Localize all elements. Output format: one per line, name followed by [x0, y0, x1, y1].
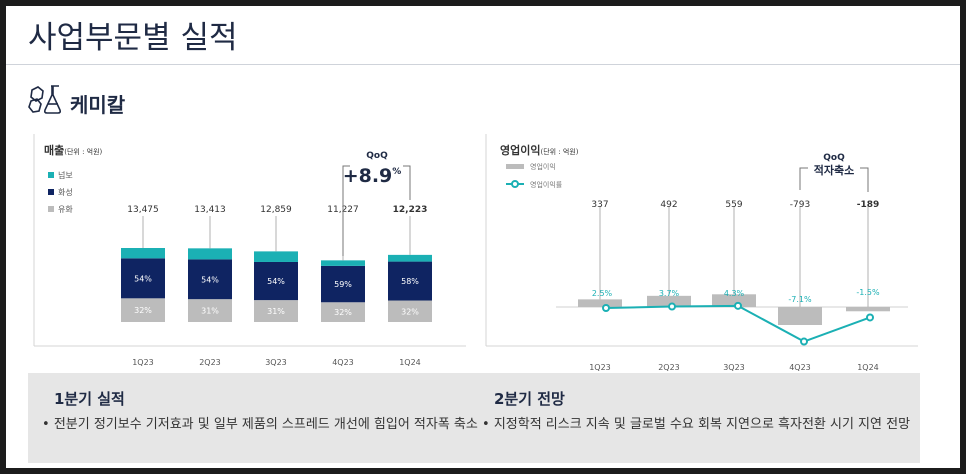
bar-segment — [254, 300, 298, 322]
bar-segment — [321, 265, 365, 303]
margin-point — [866, 313, 874, 322]
x-tick-label: 1Q24 — [399, 358, 421, 367]
summary-panel: 1분기 실적 • 전분기 정기보수 기저효과 및 일부 제품의 스프레드 개선에… — [28, 373, 920, 463]
callout-bracket-left — [799, 167, 808, 190]
bar-value-label: 337 — [591, 200, 608, 210]
bar-segment — [121, 248, 165, 259]
x-tick-label: 4Q23 — [789, 363, 811, 372]
summary-right-heading: 2분기 전망 — [494, 390, 565, 408]
summary-left-text: 전분기 정기보수 기저효과 및 일부 제품의 스프레드 개선에 힘입어 적자폭 … — [53, 417, 478, 432]
bar-segment — [388, 261, 432, 301]
callout-value: +8.9% — [343, 165, 402, 187]
legend-label: 영업이익 — [530, 162, 556, 171]
bar-total-label: 12,859 — [260, 205, 292, 215]
bar-total-label: 12,223 — [393, 205, 428, 215]
legend-label: 넘보 — [58, 170, 73, 180]
chart-title: 매출(단위 : 억원) — [44, 143, 103, 157]
bar-share-label: 54% — [267, 277, 285, 286]
bar-value-label: -189 — [857, 200, 880, 210]
bar-share-label: 32% — [134, 306, 152, 315]
summary-right-text: 지정학적 리스크 지속 및 글로벌 수요 회복 지연으로 흑자전환 시기 지연 … — [493, 417, 911, 432]
page-title: 사업부문별 실적 — [28, 20, 238, 56]
x-tick-label: 3Q23 — [723, 363, 745, 372]
bar-share-label: 59% — [334, 280, 352, 289]
bar-share-label: 54% — [201, 275, 219, 284]
bar-segment — [188, 248, 232, 260]
margin-label: 3.7% — [659, 289, 680, 298]
summary-left-bullet: • 전분기 정기보수 기저효과 및 일부 제품의 스프레드 개선에 힘입어 적자… — [42, 417, 478, 432]
bar-share-label: 54% — [134, 274, 152, 283]
margin-label: -1.5% — [856, 288, 880, 297]
callout-label: QoQ — [366, 151, 388, 161]
legend-swatch — [48, 172, 54, 178]
legend-swatch — [48, 206, 54, 212]
legend-swatch — [48, 189, 54, 195]
bar-segment — [188, 299, 232, 322]
x-tick-label: 2Q23 — [199, 358, 221, 367]
margin-point — [602, 304, 610, 312]
title-divider — [6, 64, 960, 65]
x-tick-label: 1Q24 — [857, 363, 879, 372]
bar — [846, 307, 890, 312]
summary-left-heading: 1분기 실적 — [54, 390, 125, 408]
bar — [578, 299, 622, 307]
legend-marker — [511, 180, 519, 188]
bar-share-label: 31% — [267, 307, 285, 316]
bar-segment — [121, 258, 165, 299]
bar-value-label: 559 — [725, 200, 742, 210]
bar-total-label: 13,475 — [127, 205, 159, 215]
margin-line — [605, 304, 871, 343]
margin-label: -7.1% — [788, 295, 812, 304]
bar-segment — [254, 251, 298, 262]
margin-point — [668, 302, 676, 311]
chart-title: 영업이익(단위 : 억원) — [500, 143, 579, 157]
bar-value-label: 492 — [660, 200, 677, 210]
bar-share-label: 32% — [334, 308, 352, 317]
margin-label: 2.5% — [592, 289, 613, 298]
bar-segment — [188, 259, 232, 300]
x-tick-label: 2Q23 — [658, 363, 680, 372]
margin-point — [734, 301, 742, 310]
legend-label: 영업이익률 — [530, 180, 563, 189]
x-tick-label: 1Q23 — [589, 363, 611, 372]
callout-bracket-right — [403, 165, 411, 200]
callout-bracket-left — [342, 165, 350, 256]
legend-swatch — [506, 164, 524, 169]
bar-segment — [321, 260, 365, 266]
chemistry-flask-icon — [28, 85, 62, 114]
bar-segment — [388, 254, 432, 262]
margin-point — [800, 337, 808, 346]
callout-bracket-right — [860, 167, 869, 192]
x-tick-label: 3Q23 — [265, 358, 287, 367]
bar-segment — [321, 302, 365, 322]
bar-value-label: -793 — [790, 200, 810, 210]
bar-share-label: 32% — [401, 307, 419, 316]
bar-share-label: 58% — [401, 277, 419, 286]
x-tick-label: 4Q23 — [332, 358, 354, 367]
callout-value: 적자축소 — [814, 163, 854, 177]
bar — [712, 294, 756, 307]
section-label: 케미칼 — [70, 93, 126, 117]
bar-total-label: 13,413 — [194, 205, 226, 215]
bar — [647, 295, 691, 307]
callout-label: QoQ — [823, 153, 845, 163]
summary-right-bullet: • 지정학적 리스크 지속 및 글로벌 수요 회복 지연으로 흑자전환 시기 지… — [482, 417, 911, 432]
bar-share-label: 31% — [201, 307, 219, 316]
x-tick-label: 1Q23 — [132, 358, 154, 367]
bar-segment — [254, 261, 298, 301]
margin-label: 4.3% — [724, 289, 745, 298]
legend-label: 화성 — [58, 188, 73, 197]
bar-segment — [388, 300, 432, 322]
legend-label: 유화 — [58, 205, 73, 214]
bar-segment — [121, 298, 165, 322]
bar — [778, 307, 822, 325]
